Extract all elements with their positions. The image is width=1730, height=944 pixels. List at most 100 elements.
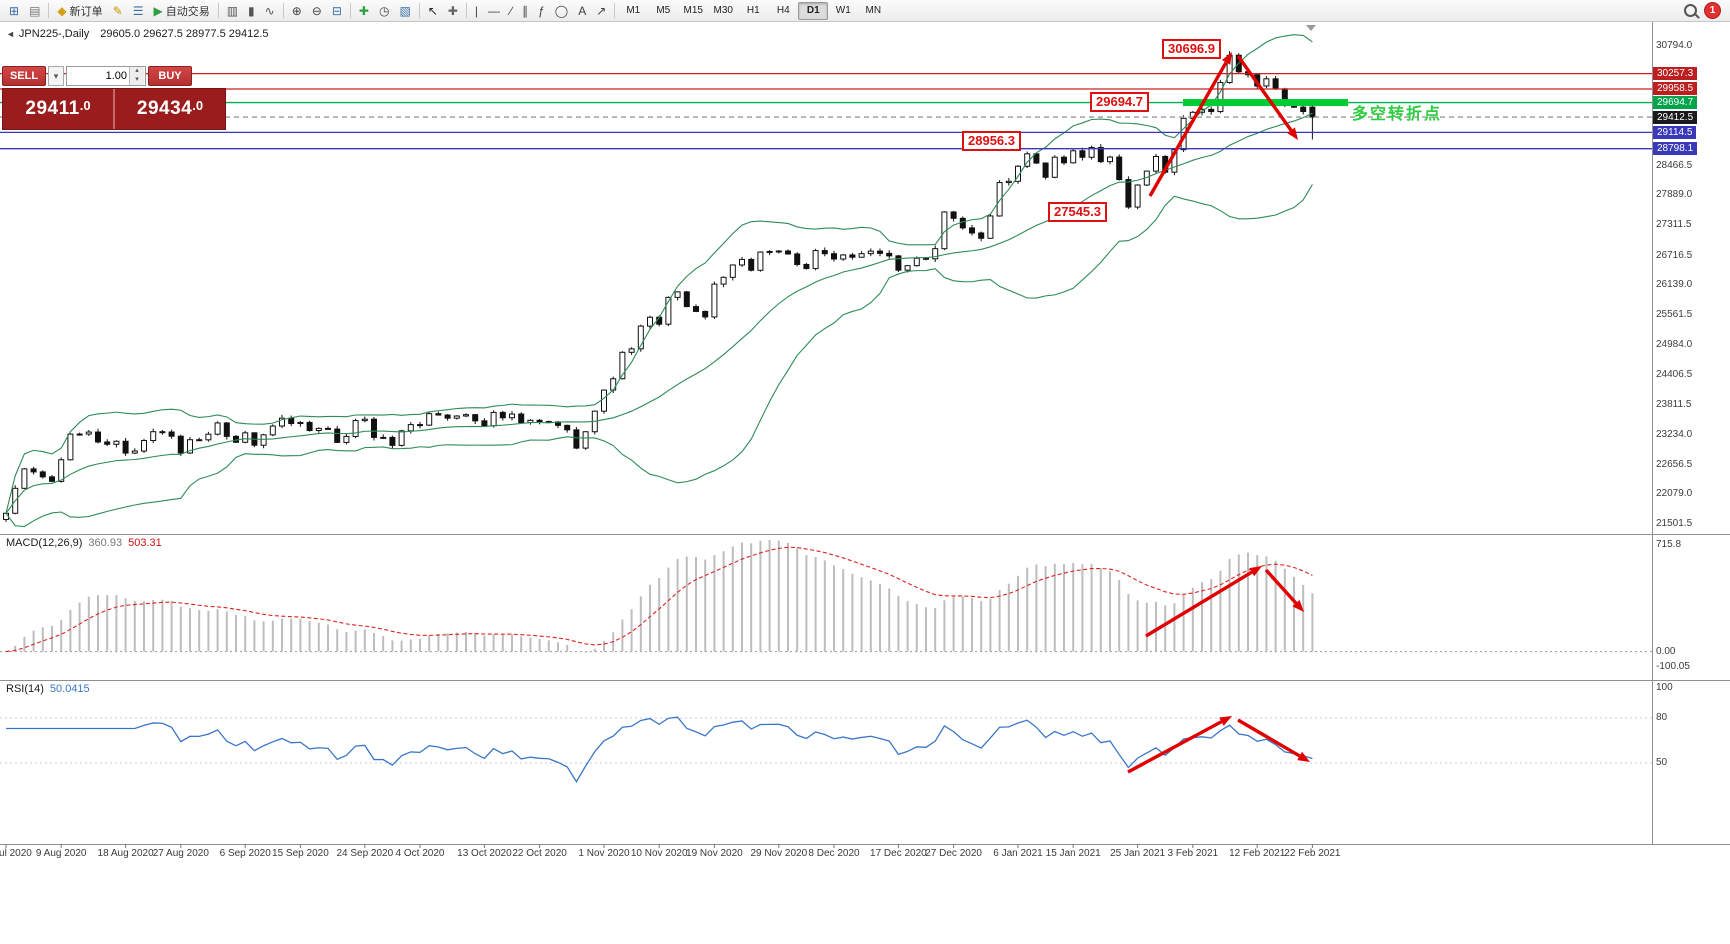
- autotrading-button[interactable]: ▶ 自动交易: [148, 1, 214, 21]
- lot-spin-down-icon[interactable]: ▾: [130, 76, 144, 85]
- price-callout-29694.7[interactable]: 29694.7: [1090, 92, 1149, 112]
- arrows-tool-button[interactable]: ↗: [591, 1, 611, 21]
- trendline-button[interactable]: ∕: [505, 1, 517, 21]
- timeframe-M30[interactable]: M30: [713, 4, 733, 16]
- new-order-label: 新订单: [69, 5, 103, 18]
- periods-icon: ◷: [378, 3, 390, 18]
- candlestick-chart-button[interactable]: ▮: [243, 1, 260, 21]
- date-label: 6 Jan 2021: [993, 848, 1043, 859]
- sell-button[interactable]: SELL: [2, 66, 46, 86]
- price-axis-tick: 23234.0: [1656, 428, 1693, 440]
- chart-canvas[interactable]: [0, 22, 1730, 944]
- turning-point-note: 多空转折点: [1352, 106, 1443, 123]
- line-chart-icon: ∿: [264, 3, 275, 18]
- text-button[interactable]: A: [573, 1, 591, 21]
- timeframe-M15[interactable]: M15: [683, 4, 703, 16]
- trend-arrow-head: [1292, 599, 1304, 612]
- zoom-in-icon: ⊕: [291, 3, 302, 18]
- cursor-button[interactable]: ↖: [423, 1, 443, 21]
- rsi-header: RSI(14) 50.0415: [6, 683, 90, 695]
- lot-dropdown-icon[interactable]: ▾: [48, 66, 64, 86]
- metaeditor-button[interactable]: ✎: [108, 1, 128, 21]
- timeframe-H4[interactable]: H4: [776, 4, 790, 16]
- buy-price[interactable]: 29434.0: [115, 89, 225, 129]
- trend-arrow-head: [1249, 566, 1262, 577]
- price-callout-27545.3[interactable]: 27545.3: [1048, 202, 1107, 222]
- trend-arrow-line[interactable]: [1145, 570, 1253, 638]
- trend-arrow-head: [1221, 52, 1232, 65]
- chart-shift-marker[interactable]: [1306, 25, 1316, 31]
- notifications-badge[interactable]: 1: [1705, 3, 1720, 18]
- timeframe-H1[interactable]: H1: [746, 4, 760, 16]
- date-label: 29 Nov 2020: [750, 848, 808, 859]
- macd-axis-tick: -100.05: [1656, 660, 1690, 672]
- price-axis-tick: 22079.0: [1656, 488, 1693, 500]
- macd-signal-line: [5, 546, 1313, 653]
- bollinger-bands: [5, 34, 1313, 528]
- trend-arrow-line[interactable]: [1148, 61, 1228, 197]
- price-axis-tick: 26716.5: [1656, 249, 1693, 261]
- tile-windows-icon: ⊟: [331, 3, 342, 18]
- tile-windows-button[interactable]: ⊟: [327, 1, 347, 21]
- price-callout-28956.3[interactable]: 28956.3: [962, 131, 1021, 151]
- crosshair-icon: ✚: [447, 3, 458, 18]
- price-tag-29114.5: 29114.5: [1653, 125, 1697, 139]
- timeframe-MN[interactable]: MN: [865, 4, 882, 16]
- price-axis-tick: 21501.5: [1656, 518, 1693, 529]
- buy-button[interactable]: BUY: [148, 66, 192, 86]
- price-callout-30696.9[interactable]: 30696.9: [1162, 39, 1221, 59]
- timeframe-D1[interactable]: D1: [798, 1, 829, 20]
- date-label: 27 Aug 2020: [152, 848, 209, 859]
- new-order-button[interactable]: ◆ 新订单: [52, 1, 107, 21]
- trend-arrow-line[interactable]: [1264, 568, 1298, 605]
- line-chart-button[interactable]: ∿: [260, 1, 280, 21]
- trend-arrow-head: [1287, 127, 1298, 140]
- macd-name: MACD(12,26,9): [6, 537, 83, 549]
- timeframe-W1[interactable]: W1: [835, 4, 851, 16]
- date-label: 12 Feb 2021: [1229, 848, 1286, 859]
- sell-price[interactable]: 29411.0: [3, 89, 115, 129]
- candlestick-chart-icon: ▮: [248, 3, 255, 18]
- vertical-line-button[interactable]: |: [470, 1, 483, 21]
- search-icon[interactable]: [1684, 4, 1697, 17]
- equidistant-channel-button[interactable]: ∥: [517, 1, 533, 21]
- horizontal-line-button[interactable]: —: [483, 1, 505, 21]
- macd-header: MACD(12,26,9) 360.93 503.31: [6, 537, 162, 549]
- price-axis-tick: 25561.5: [1656, 309, 1693, 321]
- fibonacci-icon: ƒ: [538, 3, 545, 18]
- indicators-button[interactable]: ✚: [354, 1, 374, 21]
- periods-button[interactable]: ◷: [374, 1, 394, 21]
- price-axis-tick: 22656.5: [1656, 458, 1693, 470]
- chart-window[interactable]: ◄ JPN225-,Daily 29605.0 29627.5 28977.5 2…: [0, 22, 1730, 944]
- autotrading-icon: ▶: [153, 3, 163, 18]
- lot-input[interactable]: [67, 67, 129, 85]
- trend-arrow-line[interactable]: [1237, 718, 1301, 758]
- toolbar-separator: [282, 3, 284, 18]
- lot-spin-up-icon[interactable]: ▴: [130, 67, 144, 76]
- trade-panel-toggle[interactable]: ◄: [6, 29, 15, 39]
- zoom-in-button[interactable]: ⊕: [287, 1, 307, 21]
- highlight-segment[interactable]: [1183, 99, 1348, 107]
- one-click-trade-panel: SELL ▾ ▴ ▾ BUY 29411.0 29434.0: [2, 66, 226, 130]
- fibonacci-button[interactable]: ƒ: [533, 1, 550, 21]
- templates-button[interactable]: ▧: [394, 1, 415, 21]
- new-chart-button[interactable]: ⊞: [4, 1, 24, 21]
- rsi-line: [6, 716, 1313, 783]
- price-axis-tick: 24406.5: [1656, 368, 1693, 380]
- timeframe-M1[interactable]: M1: [626, 4, 641, 16]
- trend-arrow-line[interactable]: [1236, 55, 1293, 132]
- shapes-button[interactable]: ◯: [550, 1, 573, 21]
- new-chart-icon: ⊞: [9, 3, 20, 18]
- buy-price-frac: .0: [192, 98, 204, 113]
- crosshair-button[interactable]: ✚: [443, 1, 463, 21]
- bar-chart-button[interactable]: ▥: [222, 1, 243, 21]
- market-watch-button[interactable]: ☰: [128, 1, 149, 21]
- date-label: 25 Jan 2021: [1110, 848, 1166, 859]
- zoom-out-button[interactable]: ⊖: [307, 1, 327, 21]
- trendline-icon: ∕: [510, 3, 513, 18]
- trend-arrow-line[interactable]: [1127, 720, 1223, 774]
- timeframe-M5[interactable]: M5: [656, 4, 671, 16]
- profiles-button[interactable]: ▤: [24, 1, 45, 21]
- toolbar-separator: [349, 3, 351, 18]
